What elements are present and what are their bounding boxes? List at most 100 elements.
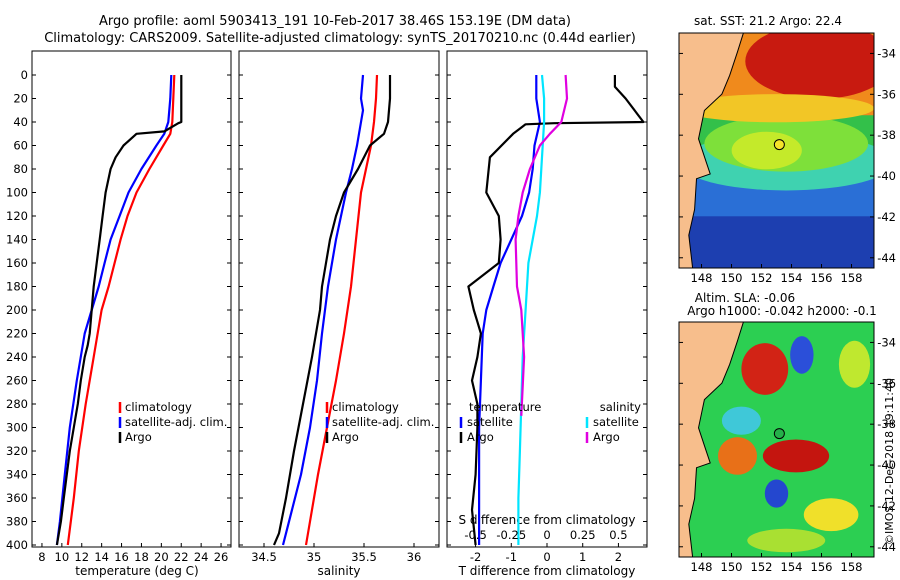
legend-label: climatology bbox=[125, 400, 192, 414]
x-tick-label: 34.5 bbox=[251, 550, 277, 564]
profile-panel-2: 34.5 35 35.5 36 bbox=[238, 50, 440, 564]
lon-tick-label: 154 bbox=[781, 560, 803, 574]
depth-tick-label: 200 bbox=[6, 303, 28, 317]
series-line-salinity-satellite bbox=[517, 74, 546, 545]
x-tick-label: 18 bbox=[134, 550, 149, 564]
lat-tick-label: -36 bbox=[877, 376, 896, 390]
sst-map-title: sat. SST: 21.2 Argo: 22.4 bbox=[694, 14, 842, 28]
x-tick-label: -1 bbox=[506, 550, 517, 564]
series-line-satellite-adj-clim- bbox=[55, 74, 173, 546]
x-tick-label: 10 bbox=[55, 550, 70, 564]
map-field bbox=[679, 322, 874, 557]
legend-label: climatology bbox=[332, 400, 399, 414]
depth-tick-label: 320 bbox=[6, 444, 28, 458]
legend-label: Argo bbox=[332, 430, 359, 444]
imos-timestamp: ©IMOS 12-Dec-2018 19:11:40 bbox=[883, 378, 896, 545]
sdiff-tick-label: -0.5 bbox=[464, 528, 486, 542]
sst-deep-cold bbox=[679, 216, 874, 268]
x-tick-label: 0 bbox=[543, 550, 550, 564]
legend-label: satellite-adj. clim. bbox=[125, 415, 227, 429]
figure-title-line2: Climatology: CARS2009. Satellite-adjuste… bbox=[44, 31, 636, 46]
x-tick-label: 2 bbox=[615, 550, 622, 564]
depth-tick-label: 80 bbox=[13, 162, 28, 176]
lat-tick-label: -34 bbox=[877, 46, 896, 60]
x-tick-label: 16 bbox=[114, 550, 129, 564]
depth-tick-label: 0 bbox=[21, 68, 28, 82]
depth-tick-label: 280 bbox=[6, 397, 28, 411]
sla-map: -34 -36 -38 -40 -42 -44 148 150 152 154 156 158 bbox=[678, 321, 896, 574]
series-line-salinity-argo bbox=[514, 74, 569, 416]
sst-hot bbox=[745, 33, 874, 99]
temperature-xlabel: temperature (deg C) bbox=[75, 564, 198, 578]
map-field bbox=[679, 33, 874, 268]
depth-tick-label: 60 bbox=[13, 139, 28, 153]
lat-tick-label: -40 bbox=[877, 458, 896, 472]
legend-label: satellite-adj. clim. bbox=[332, 415, 434, 429]
series-line-temperature-argo bbox=[467, 75, 645, 546]
x-tick-label: 1 bbox=[579, 550, 586, 564]
lon-tick-label: 156 bbox=[811, 560, 833, 574]
sla-low-3 bbox=[764, 479, 789, 508]
series-line-satellite-adj-clim- bbox=[281, 74, 365, 546]
sla-low-1 bbox=[790, 336, 814, 374]
sla-map-title-line2: Argo h1000: -0.042 h2000: -0.1 bbox=[687, 304, 877, 318]
depth-tick-label: 120 bbox=[6, 209, 28, 223]
tdiff-xlabel: T difference from climatology bbox=[458, 564, 636, 578]
sla-low-2 bbox=[721, 406, 761, 435]
sst-front bbox=[679, 94, 874, 123]
sdiff-tick-label: 0.25 bbox=[570, 528, 596, 542]
depth-tick-label: 100 bbox=[6, 186, 28, 200]
lat-tick-label: -40 bbox=[877, 169, 896, 183]
legend-title-salinity: salinity bbox=[600, 400, 641, 414]
lat-tick-label: -38 bbox=[877, 417, 896, 431]
float-location-marker bbox=[773, 139, 785, 151]
lon-tick-label: 150 bbox=[721, 271, 743, 285]
lat-tick-label: -44 bbox=[877, 540, 896, 554]
map-frame bbox=[678, 321, 875, 558]
profile-panel-3: -2 -1 0 1 2 -0.5 -0.25 0 0.25 0.5 bbox=[446, 50, 648, 564]
x-tick-label: 22 bbox=[174, 550, 189, 564]
series-line-temperature-satellite bbox=[478, 75, 542, 545]
depth-tick-label: 260 bbox=[6, 374, 28, 388]
depth-tick-label: 340 bbox=[6, 468, 28, 482]
depth-tick-label: 20 bbox=[13, 92, 28, 106]
series-line-argo bbox=[272, 75, 392, 546]
profile-panel-1: 0 20 40 60 80 100 120 140 160 180 200 220 240 260 280 3… bbox=[6, 50, 232, 564]
lat-tick-label: -38 bbox=[877, 128, 896, 142]
lat-tick-label: -36 bbox=[877, 87, 896, 101]
x-tick-label: -2 bbox=[470, 550, 481, 564]
x-tick-label: 14 bbox=[94, 550, 109, 564]
x-tick-label: 26 bbox=[214, 550, 229, 564]
sla-land bbox=[679, 322, 744, 557]
legend-title-temperature: temperature bbox=[469, 400, 541, 414]
sla-mid-1 bbox=[838, 340, 871, 388]
sla-high-1 bbox=[741, 343, 789, 395]
sla-mid-2 bbox=[803, 498, 859, 532]
depth-tick-label: 400 bbox=[6, 538, 28, 552]
series-line-climatology bbox=[304, 74, 379, 546]
panel-frame bbox=[446, 50, 648, 548]
sst-yellow-patch bbox=[731, 131, 802, 170]
panel-frame bbox=[31, 50, 232, 548]
sla-map-title-line1: Altim. SLA: -0.06 bbox=[695, 291, 795, 305]
sla-mid-3 bbox=[747, 528, 826, 553]
legend-label: Argo bbox=[467, 430, 494, 444]
depth-tick-label: 380 bbox=[6, 515, 28, 529]
sdiff-tick-label: 0 bbox=[543, 528, 550, 542]
sdiff-top-label: S difference from climatology bbox=[459, 513, 636, 527]
legend-label: satellite bbox=[593, 415, 639, 429]
panel-frame bbox=[238, 50, 440, 548]
depth-tick-label: 140 bbox=[6, 233, 28, 247]
lon-tick-label: 150 bbox=[721, 560, 743, 574]
depth-tick-label: 160 bbox=[6, 256, 28, 270]
x-tick-label: 8 bbox=[38, 550, 45, 564]
x-tick-label: 35.5 bbox=[351, 550, 377, 564]
lon-tick-label: 154 bbox=[781, 271, 803, 285]
sdiff-tick-label: 0.5 bbox=[609, 528, 627, 542]
sdiff-tick-label: -0.25 bbox=[496, 528, 526, 542]
depth-tick-label: 300 bbox=[6, 421, 28, 435]
lon-tick-label: 148 bbox=[691, 271, 713, 285]
lat-tick-label: -44 bbox=[877, 251, 896, 265]
x-tick-label: 24 bbox=[194, 550, 209, 564]
